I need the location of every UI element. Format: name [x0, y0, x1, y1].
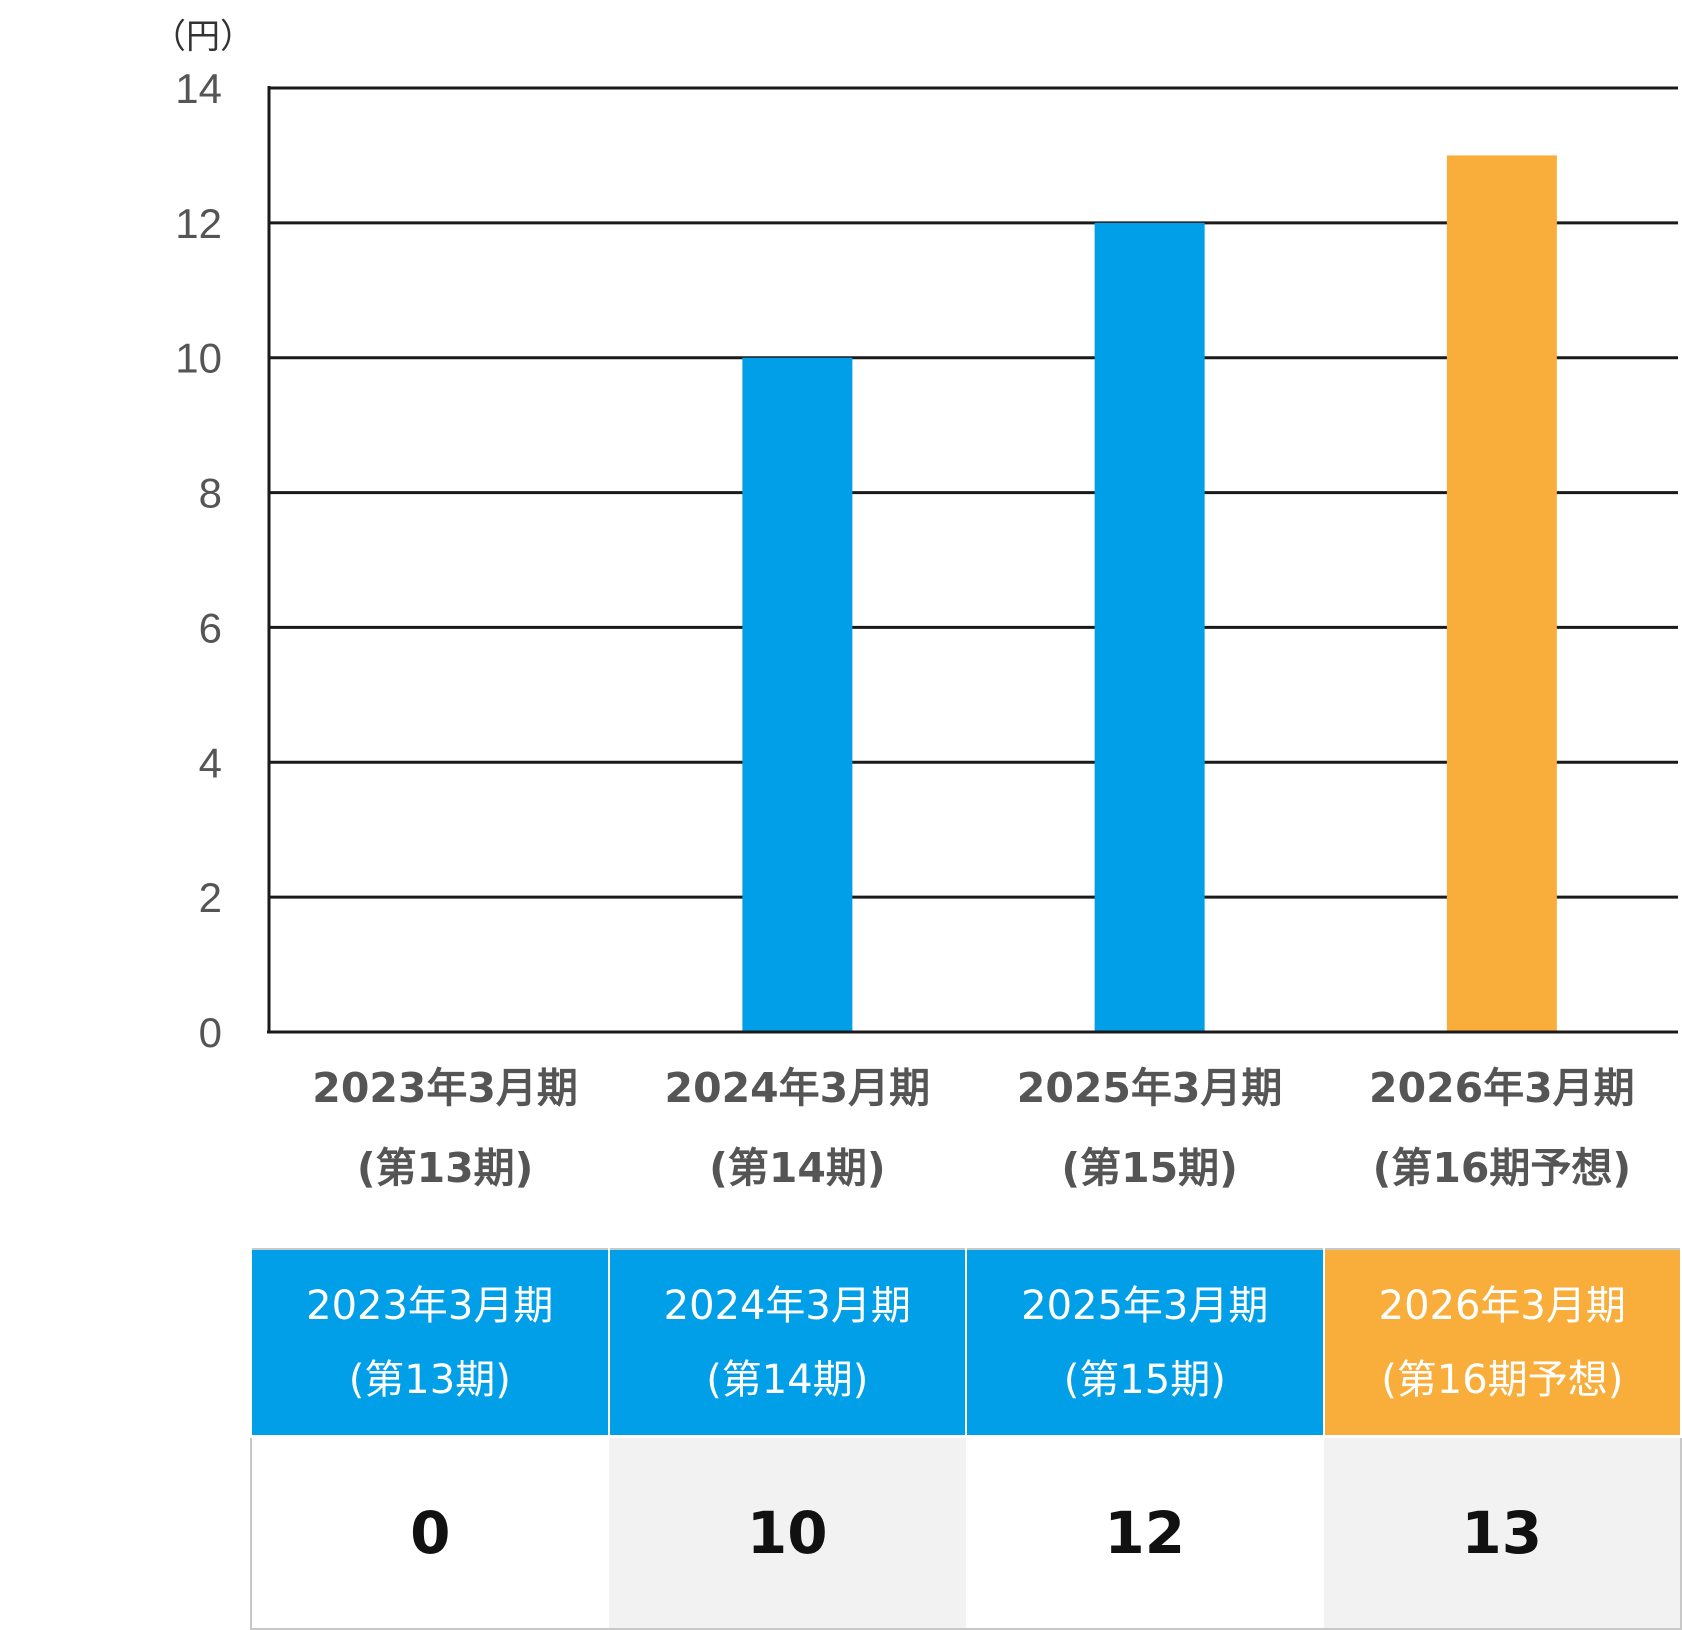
table-value-cell-2026: 13: [1323, 1436, 1681, 1629]
x-category-label-year: 2023年3月期: [312, 1064, 578, 1112]
y-tick-labels: 0 2 4 6 8 10 12 14: [175, 65, 222, 1056]
table-header-row: 2023年3月期 (第13期) 2024年3月期 (第14期) 2025年3月期…: [250, 1249, 1682, 1438]
gridlines: [267, 86, 1678, 1032]
y-tick-label: 4: [199, 739, 222, 786]
y-tick-label: 10: [175, 335, 222, 382]
dividend-bar-chart: （円） 0 2 4 6 8 10 12 14 2023年3月期 (第13期) 2024年3月期 (第…: [152, 17, 1678, 1192]
table-header-cell-2026: 2026年3月期 (第16期予想): [1322, 1249, 1682, 1438]
y-tick-label: 0: [199, 1009, 222, 1056]
x-category-label-period: (第14期): [709, 1144, 886, 1192]
table-header-year: 2023年3月期: [306, 1282, 554, 1329]
x-category-labels: 2023年3月期 (第13期) 2024年3月期 (第14期) 2025年3月期 (第15…: [312, 1064, 1634, 1192]
y-tick-label: 8: [199, 470, 222, 517]
y-tick-label: 12: [175, 200, 222, 247]
x-category-label-period: (第13期): [357, 1144, 534, 1192]
dividend-data-table: 2023年3月期 (第13期) 2024年3月期 (第14期) 2025年3月期…: [250, 1248, 1682, 1630]
table-header-year: 2026年3月期: [1378, 1282, 1626, 1329]
table-value-cell-2025: 12: [966, 1436, 1324, 1629]
table-header-cell-2024: 2024年3月期 (第14期): [607, 1249, 967, 1438]
y-tick-label: 6: [199, 604, 222, 651]
bar-2: [1094, 222, 1205, 1032]
table-header-period: (第14期): [706, 1356, 869, 1403]
table-header-period: (第13期): [348, 1356, 511, 1403]
table-value-cell-2024: 10: [608, 1436, 966, 1629]
bars: [267, 155, 1678, 1034]
table-header-period: (第15期): [1063, 1356, 1226, 1403]
bar-1: [742, 357, 853, 1032]
y-tick-label: 2: [199, 874, 222, 921]
x-category-label-period: (第16期予想): [1373, 1144, 1632, 1192]
table-header-year: 2025年3月期: [1021, 1282, 1269, 1329]
x-category-label-year: 2026年3月期: [1369, 1064, 1635, 1112]
table-header-cell-2025: 2025年3月期 (第15期): [965, 1249, 1325, 1438]
x-category-label-period: (第15期): [1061, 1144, 1238, 1192]
y-axis-unit-label: （円）: [152, 17, 254, 57]
table-value-cell-2023: 0: [251, 1436, 609, 1629]
table-value-row: 0 10 12 13: [251, 1436, 1681, 1629]
table-header-year: 2024年3月期: [663, 1282, 911, 1329]
x-category-label-year: 2025年3月期: [1017, 1064, 1283, 1112]
y-tick-label: 14: [175, 65, 222, 112]
table-header-cell-2023: 2023年3月期 (第13期): [250, 1249, 610, 1438]
x-category-label-year: 2024年3月期: [665, 1064, 931, 1112]
bar-3: [1446, 155, 1557, 1032]
table-header-period: (第16期予想): [1381, 1356, 1624, 1403]
